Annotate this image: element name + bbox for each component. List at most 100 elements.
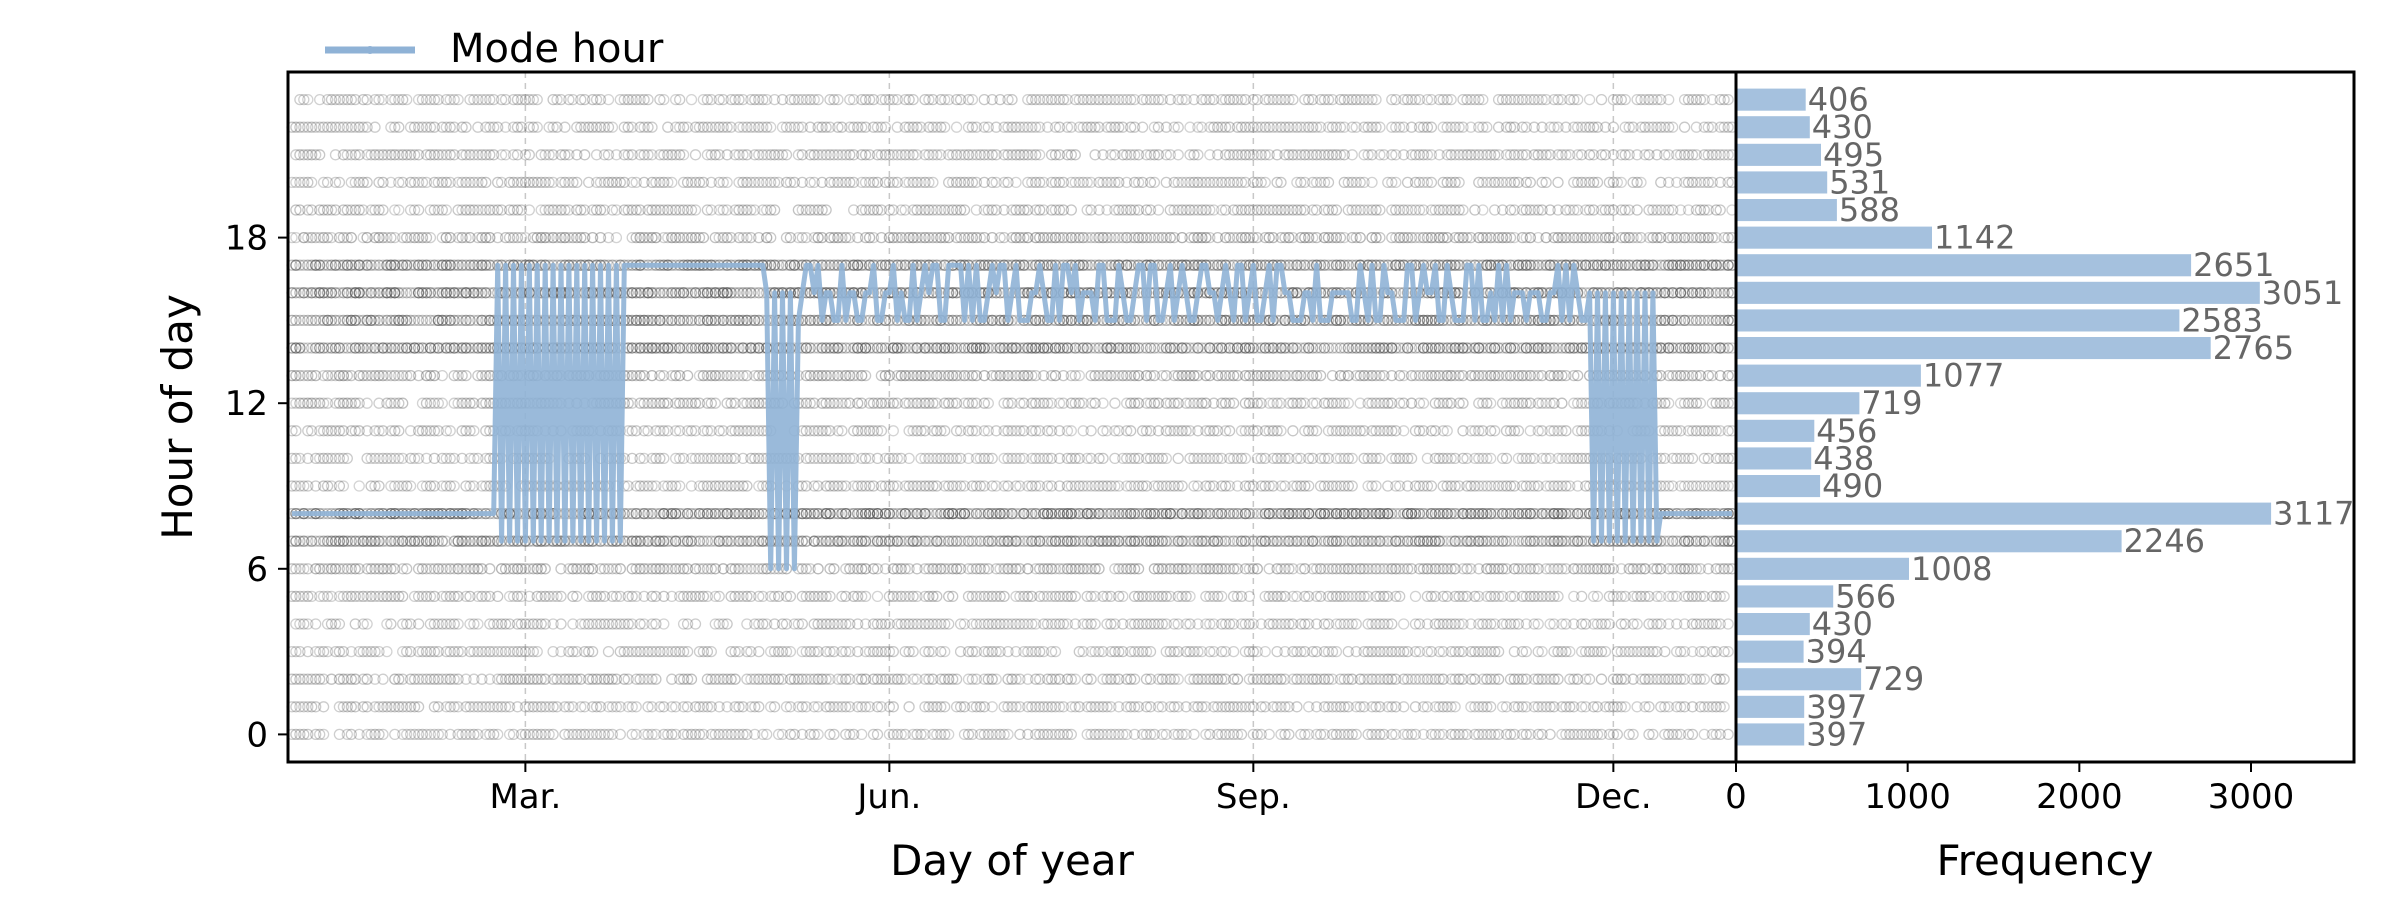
scatter-point [1508,645,1521,658]
scatter-point [1034,673,1046,685]
scatter-point [1576,728,1588,741]
scatter-point [610,618,623,630]
scatter-point [298,618,310,630]
scatter-point [812,673,824,685]
scatter-point [563,645,575,658]
scatter-point [1655,701,1667,713]
scatter-point [1409,590,1422,603]
scatter-point [436,673,448,685]
scatter-point [634,645,646,658]
scatter-point [499,673,512,685]
scatter-point [1421,673,1434,685]
scatter-point [1611,701,1623,713]
scatter-point [472,728,484,741]
scatter-point [915,618,927,630]
scatter-point [567,701,579,713]
scatter-point [966,645,979,658]
scatter-point [452,673,464,685]
scatter-point [1492,673,1505,685]
scatter-point [476,701,488,713]
scatter-point [1378,645,1390,658]
scatter-point [1227,645,1240,658]
scatter-point [527,701,539,713]
scatter-point [1239,701,1252,713]
scatter-point [586,618,599,630]
scatter-point [515,645,528,658]
scatter-point [962,728,975,741]
scatter-point [1714,701,1726,713]
scatter-point [575,728,587,741]
scatter-point [1512,701,1525,713]
scatter-point [385,701,397,713]
scatter-point [915,728,927,741]
scatter-point [1619,701,1631,713]
scatter-point [978,618,990,630]
scatter-point [796,728,808,741]
scatter-point [341,701,353,713]
scatter-point [495,673,508,685]
scatter-point [1433,728,1445,741]
scatter-point [753,701,765,713]
scatter-point [1639,673,1651,685]
scatter-point [1350,645,1362,658]
scatter-point [1105,645,1117,658]
scatter-point [559,728,571,741]
scatter-point [978,728,990,741]
scatter-point [662,728,674,741]
scatter-point [369,645,381,658]
scatter-point [856,701,868,713]
scatter-point [626,701,638,713]
scatter-point [1318,645,1331,658]
scatter-point [800,673,812,685]
scatter-point [666,645,678,658]
scatter-point [666,673,678,685]
scatter-point [927,618,939,630]
scatter-point [452,618,464,630]
scatter-point [919,728,931,741]
scatter-point [1615,645,1627,658]
scatter-point [1109,397,1121,409]
scatter-point [1647,673,1659,685]
scatter-point [947,673,959,685]
scatter-point [1255,701,1267,713]
scatter-point [1674,728,1687,741]
scatter-point [871,590,884,603]
scatter-point [432,618,444,630]
scatter-point [440,645,452,658]
scatter-point [1279,645,1291,658]
scatter-point [551,673,563,685]
scatter-point [654,701,666,713]
scatter-point [361,645,373,658]
scatter-point [492,728,504,741]
scatter-point [404,673,417,685]
scatter-point [856,728,868,741]
scatter-point [448,645,460,658]
scatter-point [1267,701,1279,713]
scatter-point [745,701,757,713]
scatter-point [1231,728,1244,741]
scatter-point [836,701,848,713]
scatter-point [1204,728,1216,741]
scatter-point [1322,673,1335,685]
scatter-point [559,673,571,685]
scatter-point [903,645,915,658]
scatter-point [642,645,654,658]
scatter-point [1140,701,1153,713]
scatter-point [950,673,963,685]
scatter-point [1041,701,1054,713]
scatter-point [1160,645,1172,658]
scatter-point [674,673,686,685]
scatter-point [1192,673,1204,685]
scatter-point [488,701,500,713]
scatter-point [745,645,757,658]
scatter-point [1318,701,1331,713]
scatter-point [1223,728,1236,741]
scatter-point [460,728,472,741]
scatter-point [939,701,951,713]
scatter-point [412,728,425,741]
scatter-point [753,645,765,658]
scatter-point [943,728,955,741]
scatter-point [1655,673,1667,685]
scatter-point [583,673,595,685]
scatter-point [697,701,710,713]
